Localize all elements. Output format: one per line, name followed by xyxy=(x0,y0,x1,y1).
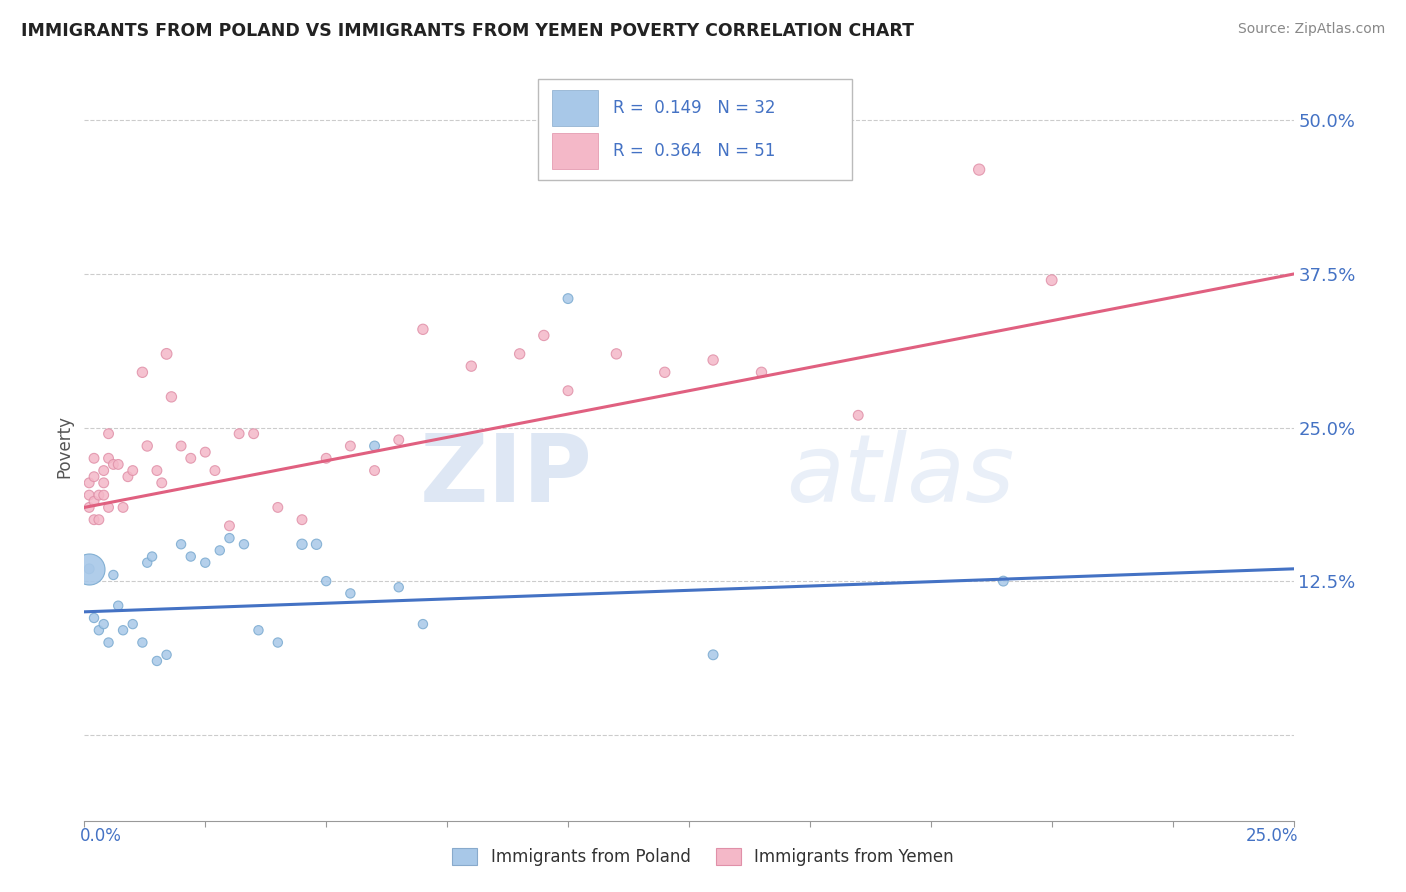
Point xyxy=(93,617,115,632)
Point xyxy=(605,347,627,361)
Point xyxy=(218,519,240,533)
Point xyxy=(967,162,990,177)
FancyBboxPatch shape xyxy=(553,90,599,126)
Point xyxy=(267,635,290,649)
Point xyxy=(315,574,337,588)
Point xyxy=(103,568,125,582)
Point xyxy=(131,365,153,379)
Point xyxy=(363,464,385,478)
Text: 25.0%: 25.0% xyxy=(1246,827,1298,845)
Point xyxy=(208,543,231,558)
Point xyxy=(339,439,361,453)
Text: atlas: atlas xyxy=(786,431,1014,522)
Text: Source: ZipAtlas.com: Source: ZipAtlas.com xyxy=(1237,22,1385,37)
Point xyxy=(77,500,100,515)
Point xyxy=(339,586,361,600)
Point xyxy=(305,537,328,551)
Point xyxy=(97,426,120,441)
Point xyxy=(136,439,159,453)
Point xyxy=(1040,273,1063,287)
Text: IMMIGRANTS FROM POLAND VS IMMIGRANTS FROM YEMEN POVERTY CORRELATION CHART: IMMIGRANTS FROM POLAND VS IMMIGRANTS FRO… xyxy=(21,22,914,40)
Point xyxy=(150,475,173,490)
Point xyxy=(170,439,193,453)
Point xyxy=(533,328,555,343)
Point xyxy=(121,617,143,632)
Point xyxy=(121,464,143,478)
Point xyxy=(460,359,482,373)
Point xyxy=(146,464,169,478)
Point xyxy=(180,451,202,466)
Point xyxy=(93,488,115,502)
Point xyxy=(751,365,773,379)
Text: 0.0%: 0.0% xyxy=(80,827,121,845)
Point xyxy=(247,624,270,638)
Point xyxy=(315,451,337,466)
Point xyxy=(112,500,135,515)
Point xyxy=(141,549,163,564)
Point xyxy=(155,648,177,662)
Point xyxy=(107,458,129,472)
Point xyxy=(654,365,676,379)
Point xyxy=(83,494,105,508)
Legend: Immigrants from Poland, Immigrants from Yemen: Immigrants from Poland, Immigrants from … xyxy=(444,840,962,875)
Point xyxy=(291,513,314,527)
Point xyxy=(412,617,434,632)
Point xyxy=(180,549,202,564)
Point xyxy=(83,513,105,527)
Point xyxy=(112,624,135,638)
Point xyxy=(388,433,411,447)
Point xyxy=(242,426,264,441)
Point xyxy=(136,556,159,570)
FancyBboxPatch shape xyxy=(553,133,599,169)
Point xyxy=(83,469,105,483)
Point xyxy=(87,624,110,638)
Point xyxy=(702,353,724,368)
Point xyxy=(412,322,434,336)
Point xyxy=(87,513,110,527)
Point xyxy=(291,537,314,551)
Point xyxy=(194,445,217,459)
Text: R =  0.149   N = 32: R = 0.149 N = 32 xyxy=(613,99,775,117)
Point xyxy=(702,648,724,662)
Point xyxy=(77,475,100,490)
Point xyxy=(97,635,120,649)
Point xyxy=(97,500,120,515)
Point xyxy=(993,574,1015,588)
Point xyxy=(557,384,579,398)
Point xyxy=(77,488,100,502)
Point xyxy=(93,464,115,478)
Point xyxy=(146,654,169,668)
Y-axis label: Poverty: Poverty xyxy=(55,415,73,477)
Point xyxy=(107,599,129,613)
Point xyxy=(204,464,226,478)
Point xyxy=(97,451,120,466)
Text: R =  0.364   N = 51: R = 0.364 N = 51 xyxy=(613,142,775,160)
Point xyxy=(557,292,579,306)
Point xyxy=(93,475,115,490)
Point xyxy=(155,347,177,361)
Point xyxy=(846,409,869,423)
Point xyxy=(509,347,531,361)
Point xyxy=(83,611,105,625)
Point xyxy=(194,556,217,570)
Point xyxy=(160,390,183,404)
Point xyxy=(388,580,411,594)
Point xyxy=(83,451,105,466)
Point xyxy=(77,562,100,576)
Point xyxy=(363,439,385,453)
Point xyxy=(233,537,256,551)
Point xyxy=(267,500,290,515)
Point xyxy=(228,426,250,441)
Point xyxy=(103,458,125,472)
Point xyxy=(218,531,240,545)
Point xyxy=(131,635,153,649)
Point xyxy=(87,488,110,502)
Point xyxy=(77,562,100,576)
FancyBboxPatch shape xyxy=(538,78,852,180)
Text: ZIP: ZIP xyxy=(419,430,592,522)
Point xyxy=(117,469,139,483)
Point xyxy=(170,537,193,551)
